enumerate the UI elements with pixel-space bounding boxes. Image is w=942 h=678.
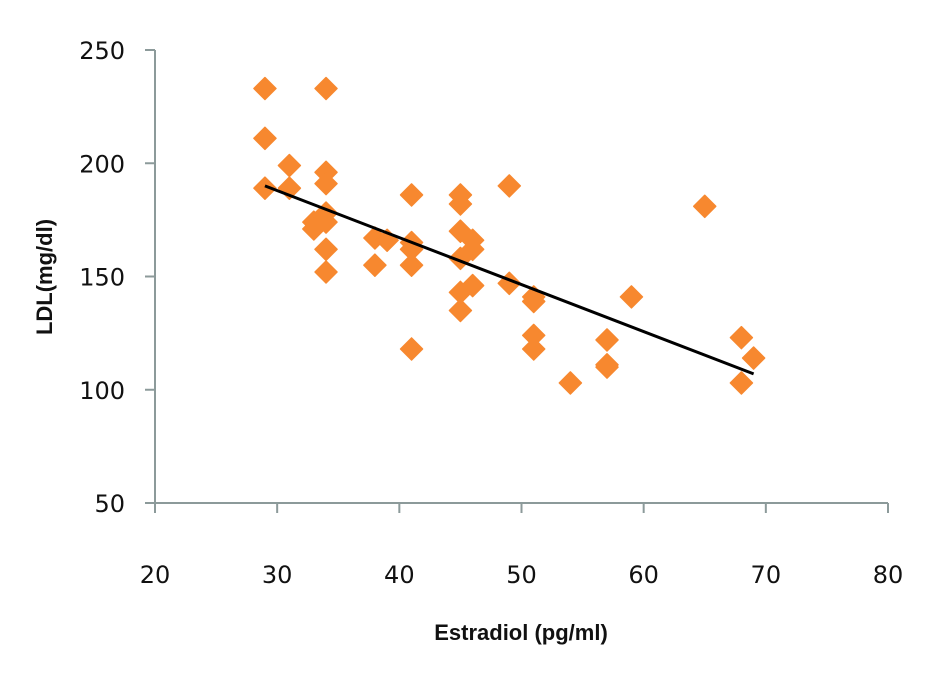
data-point-marker bbox=[314, 171, 338, 196]
data-point-marker bbox=[399, 337, 424, 361]
data-point-marker bbox=[693, 194, 717, 219]
y-tick-label: 150 bbox=[79, 264, 125, 292]
data-point-marker bbox=[521, 337, 546, 361]
x-tick-label: 60 bbox=[628, 561, 659, 589]
y-tick-label: 100 bbox=[79, 377, 125, 405]
data-point-marker bbox=[595, 328, 619, 352]
data-point-marker bbox=[363, 253, 387, 277]
x-axis-title: Estradiol (pg/ml) bbox=[434, 620, 608, 645]
data-point-marker bbox=[729, 371, 754, 395]
trendline bbox=[264, 184, 755, 376]
data-point-marker bbox=[302, 217, 326, 241]
data-point-marker bbox=[497, 174, 522, 198]
x-tick-label: 20 bbox=[140, 561, 171, 589]
x-tick-label: 40 bbox=[384, 561, 415, 589]
y-axis-title: LDL(mg/dl) bbox=[32, 219, 57, 335]
y-tick-label: 200 bbox=[79, 150, 125, 178]
data-point-marker bbox=[448, 298, 473, 323]
data-point-marker bbox=[314, 76, 338, 101]
data-point-marker bbox=[448, 192, 473, 216]
data-point-marker bbox=[253, 126, 277, 151]
data-point-marker bbox=[619, 285, 644, 309]
x-tick-label: 30 bbox=[262, 561, 293, 589]
data-point-marker bbox=[729, 325, 754, 350]
data-point-marker bbox=[558, 371, 583, 395]
trendline-group bbox=[264, 184, 755, 376]
data-points bbox=[253, 76, 766, 395]
data-point-marker bbox=[741, 346, 766, 370]
x-tick-label: 80 bbox=[873, 561, 904, 589]
data-point-marker bbox=[314, 237, 338, 262]
data-point-marker bbox=[253, 76, 277, 101]
x-tick-label: 50 bbox=[506, 561, 537, 589]
y-axis-ticks: 50 100 150 200 250 bbox=[79, 37, 155, 518]
data-point-marker bbox=[595, 355, 619, 379]
data-point-marker bbox=[314, 260, 338, 284]
y-tick-label: 50 bbox=[94, 490, 125, 518]
y-tick-label: 250 bbox=[79, 37, 125, 65]
x-axis-ticks: 20 30 40 50 60 70 80 bbox=[140, 503, 904, 589]
data-point-marker bbox=[399, 183, 424, 207]
axes bbox=[154, 50, 888, 504]
data-point-marker bbox=[277, 153, 302, 178]
data-point-marker bbox=[253, 176, 277, 200]
x-tick-label: 70 bbox=[751, 561, 782, 589]
data-point-marker bbox=[399, 253, 424, 277]
data-point-marker bbox=[521, 289, 546, 314]
